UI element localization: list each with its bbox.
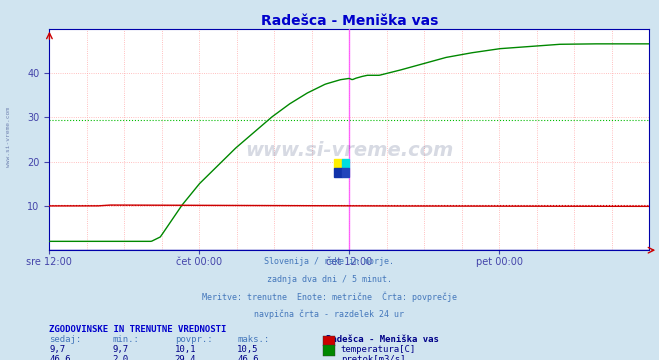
Text: 9,7: 9,7 [49, 345, 65, 354]
Text: 9,7: 9,7 [112, 345, 128, 354]
Bar [334, 159, 342, 168]
Text: Meritve: trenutne  Enote: metrične  Črta: povprečje: Meritve: trenutne Enote: metrične Črta: … [202, 292, 457, 302]
Text: 10,5: 10,5 [237, 345, 259, 354]
Text: zadnja dva dni / 5 minut.: zadnja dva dni / 5 minut. [267, 275, 392, 284]
Text: 46,6: 46,6 [237, 355, 259, 360]
Text: maks.:: maks.: [237, 335, 270, 344]
Text: Slovenija / reke in morje.: Slovenija / reke in morje. [264, 257, 395, 266]
Text: ZGODOVINSKE IN TRENUTNE VREDNOSTI: ZGODOVINSKE IN TRENUTNE VREDNOSTI [49, 325, 227, 334]
Text: Radešca - Meniška vas: Radešca - Meniška vas [326, 335, 439, 344]
Text: www.si-vreme.com: www.si-vreme.com [245, 141, 453, 160]
Text: www.si-vreme.com: www.si-vreme.com [6, 107, 11, 167]
Text: 29,4: 29,4 [175, 355, 196, 360]
Text: pretok[m3/s]: pretok[m3/s] [341, 355, 405, 360]
Bar [342, 159, 349, 168]
Text: sedaj:: sedaj: [49, 335, 82, 344]
Text: 46,6: 46,6 [49, 355, 71, 360]
Text: povpr.:: povpr.: [175, 335, 212, 344]
Text: temperatura[C]: temperatura[C] [341, 345, 416, 354]
Bar [342, 168, 349, 177]
Title: Radešca - Meniška vas: Radešca - Meniška vas [260, 14, 438, 28]
Text: 10,1: 10,1 [175, 345, 196, 354]
Text: min.:: min.: [112, 335, 139, 344]
Text: navpična črta - razdelek 24 ur: navpična črta - razdelek 24 ur [254, 309, 405, 319]
Bar [334, 168, 342, 177]
Text: 2,0: 2,0 [112, 355, 128, 360]
